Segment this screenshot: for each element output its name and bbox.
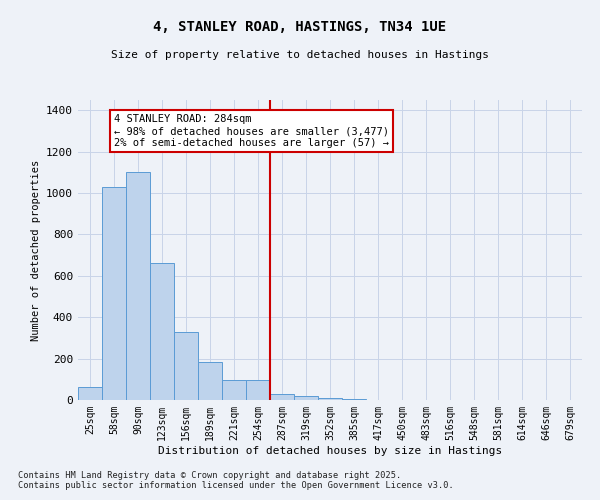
Bar (246, 380, 270, 400)
Bar (126, 172, 150, 400)
Bar (318, 398, 342, 400)
Bar (198, 362, 222, 400)
X-axis label: Distribution of detached houses by size in Hastings: Distribution of detached houses by size … (158, 446, 502, 456)
Text: 4, STANLEY ROAD, HASTINGS, TN34 1UE: 4, STANLEY ROAD, HASTINGS, TN34 1UE (154, 20, 446, 34)
Text: 4 STANLEY ROAD: 284sqm
← 98% of detached houses are smaller (3,477)
2% of semi-d: 4 STANLEY ROAD: 284sqm ← 98% of detached… (114, 114, 389, 148)
Bar (78, 386, 102, 400)
Text: Size of property relative to detached houses in Hastings: Size of property relative to detached ho… (111, 50, 489, 60)
Bar (294, 396, 318, 400)
Bar (222, 380, 246, 400)
Bar (102, 187, 126, 400)
Bar (342, 399, 366, 400)
Bar (174, 332, 198, 400)
Y-axis label: Number of detached properties: Number of detached properties (31, 160, 41, 340)
Bar (270, 394, 294, 400)
Text: Contains HM Land Registry data © Crown copyright and database right 2025.
Contai: Contains HM Land Registry data © Crown c… (18, 470, 454, 490)
Bar (150, 264, 174, 400)
